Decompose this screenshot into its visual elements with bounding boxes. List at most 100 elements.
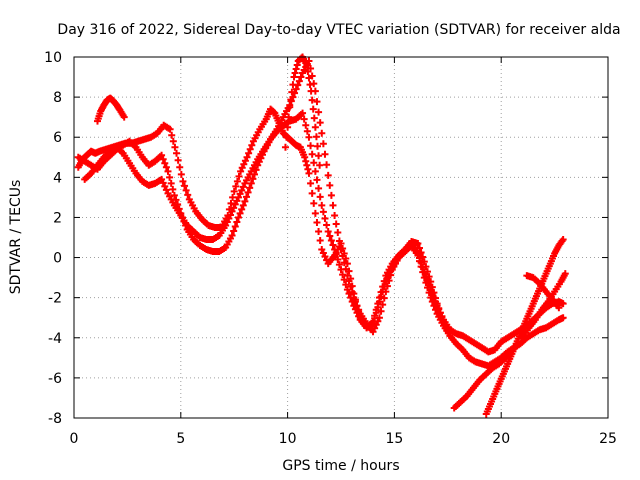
data-point-interp <box>310 159 318 167</box>
data-point <box>331 246 339 254</box>
data-point-interp <box>242 193 250 201</box>
data-point <box>230 187 238 195</box>
data-point <box>173 149 181 157</box>
data-point-interp <box>313 218 321 226</box>
data-point <box>375 314 383 322</box>
data-point-interp <box>425 273 433 281</box>
data-point-interp <box>315 184 323 192</box>
data-point-interp <box>430 289 438 297</box>
data-point-interp <box>323 221 331 229</box>
data-point-interp <box>304 68 312 76</box>
data-point-interp <box>302 121 310 129</box>
data-point-interp <box>372 309 380 317</box>
data-point <box>237 167 245 175</box>
data-point <box>331 211 339 219</box>
data-point-interp <box>334 228 342 236</box>
data-point-interp <box>246 184 254 192</box>
data-point-interp <box>377 307 385 315</box>
data-point-interp <box>306 81 314 89</box>
data-point-interp <box>335 261 343 269</box>
data-point-interp <box>284 123 292 131</box>
data-point-interp <box>441 321 449 329</box>
data-point-interp <box>238 186 246 194</box>
data-point-interp <box>315 152 323 160</box>
data-point-interp <box>292 65 300 73</box>
data-point-interp <box>159 179 167 187</box>
data-point <box>243 153 251 161</box>
data-point <box>164 167 172 175</box>
y-tick-label: 6 <box>53 130 62 146</box>
x-tick-label: 5 <box>176 431 185 447</box>
data-point-interp <box>380 294 388 302</box>
data-point <box>420 258 428 266</box>
data-point-interp <box>332 251 340 259</box>
data-point-interp <box>379 301 387 309</box>
data-point-interp <box>240 160 248 168</box>
y-tick-label: 10 <box>44 50 62 66</box>
series-track-f <box>450 346 516 412</box>
plot-frame <box>73 56 609 419</box>
data-point <box>170 191 178 199</box>
data-point-interp <box>319 208 327 216</box>
data-point <box>234 193 242 201</box>
data-point-interp <box>315 108 323 116</box>
data-point-interp <box>239 201 247 209</box>
data-point <box>228 231 236 239</box>
data-point <box>324 227 332 235</box>
series-track-e <box>281 53 324 169</box>
data-point-interp <box>169 185 177 193</box>
data-point-interp <box>308 189 316 197</box>
data-point-interp <box>444 328 452 336</box>
data-point-interp <box>235 172 243 180</box>
data-point-interp <box>316 119 324 127</box>
data-point-interp <box>303 127 311 135</box>
data-point-interp <box>326 181 334 189</box>
data-point <box>222 221 230 229</box>
data-point-interp <box>241 157 249 165</box>
data-point-interp <box>332 220 340 228</box>
data-point-interp <box>313 98 321 106</box>
data-point-interp <box>419 253 427 261</box>
data-point <box>561 270 569 278</box>
data-point <box>158 151 166 159</box>
data-point-interp <box>422 279 430 287</box>
data-point-interp <box>166 173 174 181</box>
data-point-interp <box>315 227 323 235</box>
axis-ticks <box>73 56 609 419</box>
y-tick-label: 0 <box>53 251 62 267</box>
data-point <box>318 201 326 209</box>
data-point-interp <box>225 214 233 222</box>
data-point-interp <box>230 204 238 212</box>
data-point-interp <box>244 188 252 196</box>
data-point-interp <box>323 161 331 169</box>
data-point-interp <box>310 80 318 88</box>
data-point <box>446 332 454 340</box>
data-point-interp <box>161 159 169 167</box>
y-tick-label: -6 <box>48 371 62 387</box>
data-point-interp <box>162 186 170 194</box>
data-point-interp <box>327 191 335 199</box>
data-point-interp <box>374 303 382 311</box>
data-point <box>318 246 326 254</box>
data-point <box>179 177 187 185</box>
data-point-interp <box>229 193 237 201</box>
data-point-interp <box>422 263 430 271</box>
data-point-interp <box>326 232 334 240</box>
data-point <box>316 161 324 169</box>
data-point <box>382 288 390 296</box>
data-point-interp <box>313 176 321 184</box>
data-point-interp <box>161 182 169 190</box>
data-point-interp <box>314 142 322 150</box>
y-tick-label: 8 <box>53 90 62 106</box>
data-point-interp <box>245 149 253 157</box>
data-point <box>555 304 563 312</box>
data-point-interp <box>162 163 170 171</box>
data-point-interp <box>302 157 310 165</box>
x-tick-label: 0 <box>70 431 79 447</box>
data-point <box>301 153 309 161</box>
data-point-interp <box>226 211 234 219</box>
data-point-interp <box>319 249 327 257</box>
data-point-interp <box>321 214 329 222</box>
data-point-interp <box>171 143 179 151</box>
data-point-interp <box>312 133 320 141</box>
